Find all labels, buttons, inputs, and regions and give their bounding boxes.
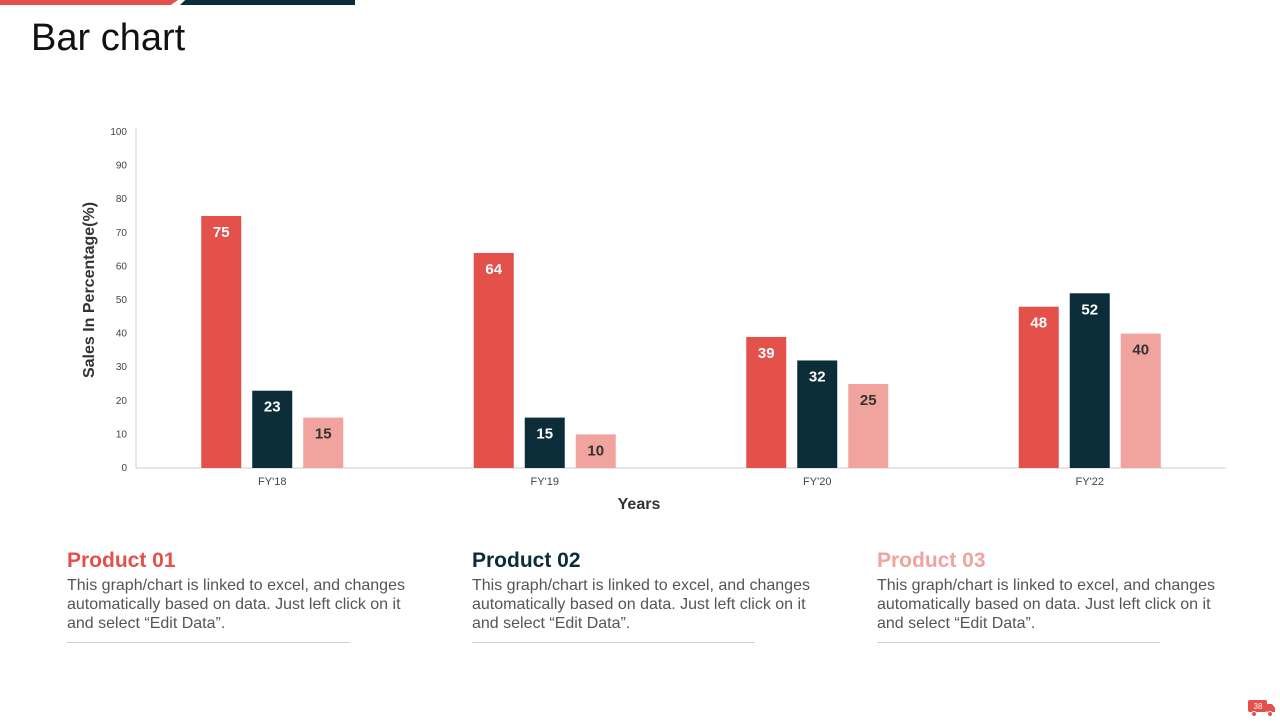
product-card-3: Product 03 This graph/chart is linked to… — [877, 548, 1217, 643]
y-tick-label: 70 — [116, 228, 128, 239]
bar-product-1[interactable] — [1018, 306, 1059, 468]
bar-value-label: 48 — [1030, 315, 1047, 332]
header-accent-dark — [180, 0, 355, 5]
y-tick-label: 100 — [110, 127, 127, 138]
x-tick-label: FY'19 — [531, 476, 559, 488]
bar-product-2[interactable] — [1069, 293, 1110, 468]
product-card-text: This graph/chart is linked to excel, and… — [67, 577, 405, 632]
delivery-truck-icon — [1248, 700, 1275, 717]
x-axis-title: Years — [617, 496, 661, 513]
y-tick-label: 30 — [116, 362, 128, 373]
bar-value-label: 39 — [758, 345, 775, 362]
page-badge: 38 — [1248, 699, 1276, 717]
header-accent-red — [0, 0, 178, 5]
divider — [877, 642, 1160, 643]
bar-value-label: 10 — [587, 442, 604, 459]
divider — [472, 642, 755, 643]
y-tick-label: 80 — [116, 194, 128, 205]
product-card-2: Product 02 This graph/chart is linked to… — [472, 548, 812, 643]
product-card-text: This graph/chart is linked to excel, and… — [472, 577, 810, 632]
y-tick-label: 20 — [116, 396, 128, 407]
divider — [67, 642, 350, 643]
bar-value-label: 15 — [536, 426, 553, 443]
bar-value-label: 25 — [860, 392, 877, 409]
y-axis-title: Sales In Percentage(%) — [81, 201, 98, 379]
bar-chart[interactable]: 0 10 20 30 40 50 60 70 80 90 100 75 23 15 FY'18 64 15 10 F… — [0, 0, 1280, 540]
product-card-title: Product 03 — [877, 549, 986, 572]
product-card-title: Product 01 — [67, 549, 176, 572]
bar-product-3[interactable] — [848, 384, 889, 468]
y-tick-label: 60 — [116, 261, 128, 272]
y-tick-label: 10 — [116, 429, 128, 440]
bar-product-2[interactable] — [524, 417, 565, 468]
bar-value-label: 40 — [1132, 342, 1149, 359]
page-title: Bar chart — [31, 17, 186, 59]
bar-value-label: 15 — [315, 426, 332, 443]
bar-product-3[interactable] — [303, 417, 344, 468]
bar-product-1[interactable] — [473, 252, 514, 468]
bar-product-1[interactable] — [201, 216, 242, 468]
y-tick-label: 0 — [121, 463, 127, 474]
x-tick-label: FY'22 — [1076, 476, 1104, 488]
bar-product-2[interactable] — [797, 360, 838, 468]
page-number: 38 — [1253, 702, 1263, 711]
bar-product-3[interactable] — [575, 434, 616, 468]
bar-value-label: 64 — [485, 261, 502, 278]
bar-value-label: 23 — [264, 399, 281, 416]
bar-value-label: 52 — [1081, 301, 1098, 318]
y-tick-label: 40 — [116, 329, 128, 340]
product-card-title: Product 02 — [472, 549, 581, 572]
y-tick-label: 90 — [116, 161, 128, 172]
product-card-text: This graph/chart is linked to excel, and… — [877, 577, 1215, 632]
bar-product-3[interactable] — [1120, 333, 1161, 468]
bar-product-2[interactable] — [252, 390, 293, 468]
y-tick-label: 50 — [116, 295, 128, 306]
bar-value-label: 75 — [213, 224, 230, 241]
bar-product-1[interactable] — [746, 336, 787, 468]
product-card-1: Product 01 This graph/chart is linked to… — [67, 548, 407, 643]
bar-value-label: 32 — [809, 368, 826, 385]
x-tick-label: FY'20 — [803, 476, 831, 488]
x-tick-label: FY'18 — [258, 476, 286, 488]
